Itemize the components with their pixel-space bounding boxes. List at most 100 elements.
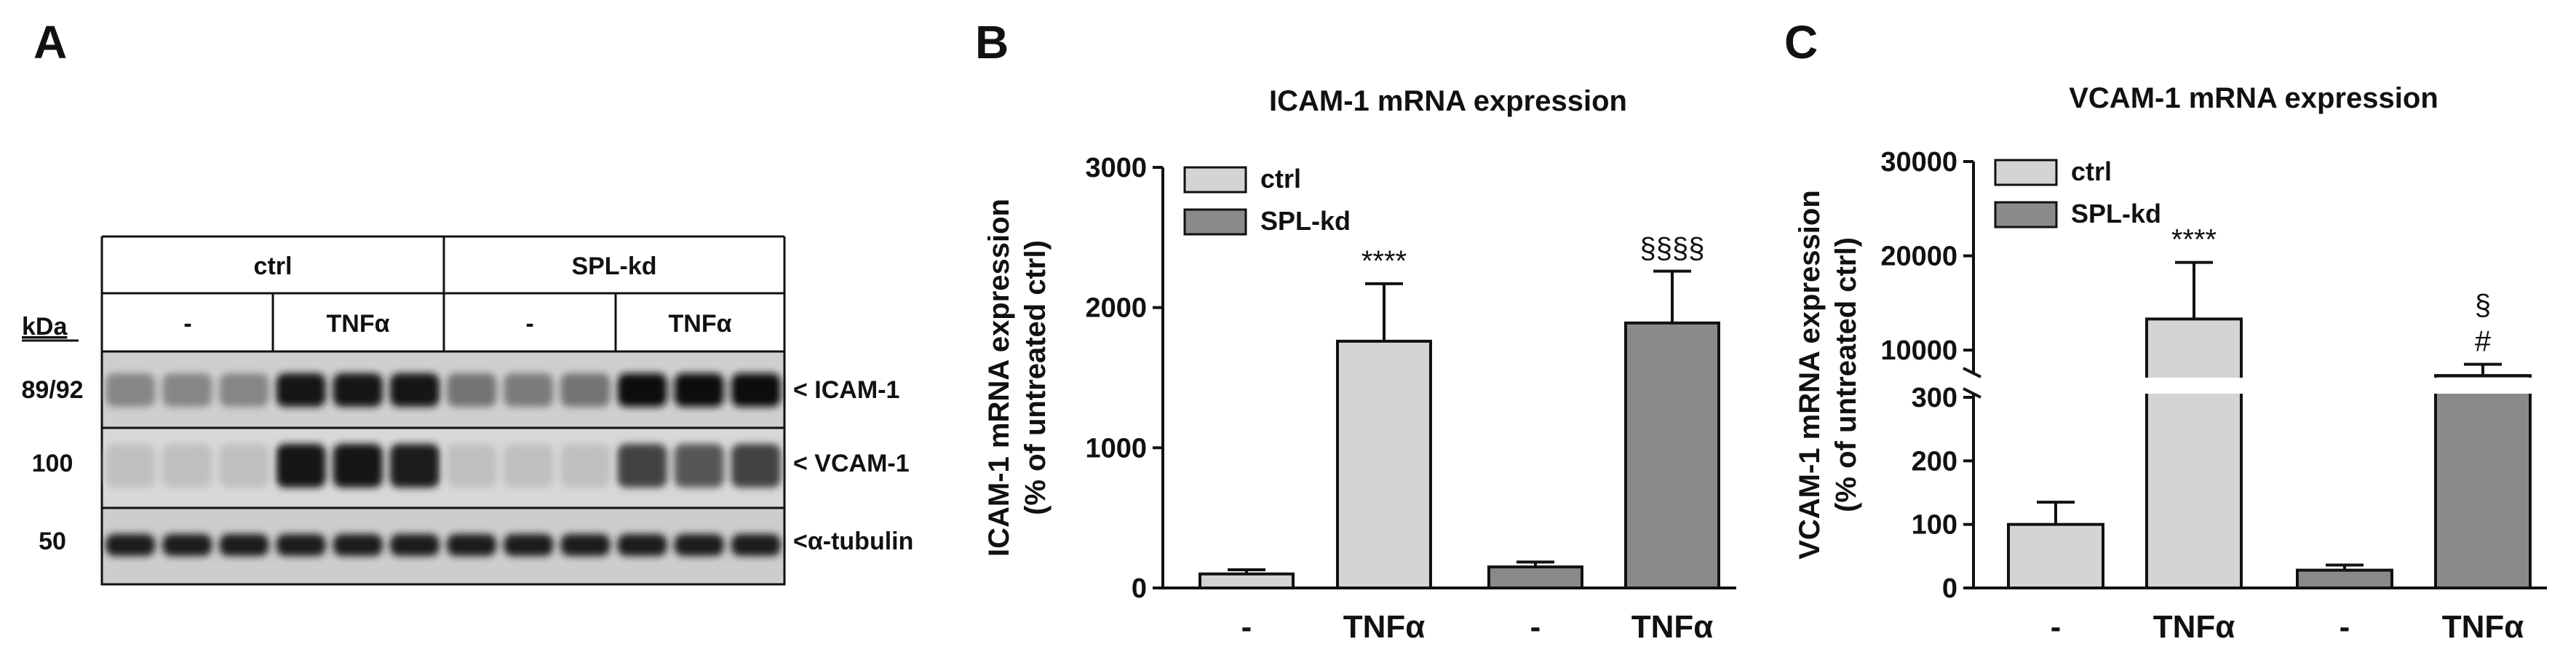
blot-band <box>504 444 554 488</box>
blot-band <box>447 534 497 556</box>
axis-break-mark <box>1963 367 1981 378</box>
blot-band <box>617 444 667 488</box>
y-axis-label-line-2: (% of untreated ctrl) <box>1019 240 1052 515</box>
blot-kda-row-1: 89/92 <box>21 376 83 404</box>
bar <box>1336 339 1432 589</box>
blot-band <box>674 444 724 488</box>
y-axis-label-line-1: VCAM-1 mRNA expression <box>1794 190 1826 560</box>
bar <box>2145 317 2243 589</box>
category-label: TNFα <box>2153 609 2235 645</box>
blot-band <box>560 444 611 488</box>
blot-protein-icam1: < ICAM-1 <box>793 376 899 404</box>
y-tick-label: 0 <box>1132 573 1147 604</box>
blot-band <box>504 373 554 407</box>
legend-swatch <box>1183 208 1247 236</box>
blot-band <box>389 444 440 488</box>
y-tick-label: 200 <box>1912 446 1957 477</box>
blot-band <box>504 534 554 556</box>
y-tick-label: 0 <box>1942 573 1957 604</box>
blot-band <box>106 444 156 488</box>
blot-band <box>219 444 269 488</box>
legend-entry: ctrl <box>2071 156 2112 186</box>
blot-treatment-3: - <box>525 310 533 338</box>
blot-band <box>731 373 781 407</box>
legend-swatch <box>1994 201 2058 228</box>
bar <box>2434 374 2532 589</box>
blot-band <box>447 444 497 488</box>
chart-b: 0 1000 2000 3000 - TNFα **** - TNFα §§§§ ctrl SPL-k… <box>983 153 1736 645</box>
blot-band <box>617 534 667 556</box>
axis-break-mark <box>1963 387 1981 399</box>
blot-kda-row-3: 50 <box>39 528 66 555</box>
blot-group-ctrl: ctrl <box>254 253 293 280</box>
blot-protein-tubulin: <α-tubulin <box>793 528 913 555</box>
blot-band <box>276 444 326 488</box>
blot-band <box>560 373 611 407</box>
category-label: TNFα <box>2442 609 2524 645</box>
y-axis-title: ICAM-1 mRNA expression (% of untreated ct… <box>983 199 1052 557</box>
y-tick-label: 30000 <box>1880 147 1957 178</box>
significance-label: **** <box>2171 224 2217 256</box>
legend-entry: ctrl <box>1260 164 1301 194</box>
significance-label: # <box>2475 326 2492 358</box>
blot-kda-row-2: 100 <box>32 450 73 477</box>
blot-band <box>219 534 269 556</box>
significance-label: **** <box>1361 245 1407 277</box>
y-axis-label-line-2: (% of untreated ctrl) <box>1830 237 1862 512</box>
blot-band <box>276 373 326 407</box>
blot-band <box>560 534 611 556</box>
panel-b-letter: B <box>975 16 1009 68</box>
blot-strip-tubulin <box>100 506 786 586</box>
chart-c-title: VCAM-1 mRNA expression <box>2069 82 2438 114</box>
blot-band <box>162 373 212 407</box>
y-tick-label: 1000 <box>1085 433 1147 464</box>
bar <box>1487 565 1583 589</box>
blot-band <box>276 534 326 556</box>
blot-strip-icam1 <box>100 350 786 429</box>
blot-band <box>106 534 156 556</box>
blot-band <box>674 373 724 407</box>
significance-label: § <box>2475 290 2491 322</box>
blot-band <box>389 534 440 556</box>
y-tick-label: 100 <box>1912 510 1957 541</box>
y-tick-label: 20000 <box>1880 242 1957 272</box>
legend-swatch <box>1183 166 1247 194</box>
blot-band <box>731 444 781 488</box>
blot-strip-vcam1 <box>100 426 786 509</box>
bar <box>1624 321 1720 589</box>
y-axis-label-line-1: ICAM-1 mRNA expression <box>983 199 1015 557</box>
significance-label: §§§§ <box>1640 233 1705 265</box>
legend-entry: SPL-kd <box>1260 206 1351 236</box>
blot-band <box>617 373 667 407</box>
y-tick-label: 300 <box>1912 383 1957 413</box>
blot-protein-vcam1: < VCAM-1 <box>793 450 910 477</box>
axis-break-gap <box>1976 378 2550 394</box>
category-label: - <box>2051 609 2062 645</box>
blot-band <box>106 373 156 407</box>
blot-band <box>447 373 497 407</box>
y-tick-label: 10000 <box>1880 335 1957 366</box>
category-label: - <box>1241 609 1252 645</box>
y-axis-title: VCAM-1 mRNA expression (% of untreated ct… <box>1794 190 1862 560</box>
legend-entry: SPL-kd <box>2071 199 2161 228</box>
category-label: TNFα <box>1631 609 1714 645</box>
category-label: TNFα <box>1343 609 1426 645</box>
blot-treatment-2: TNFα <box>327 310 390 338</box>
blot-treatment-4: TNFα <box>669 310 732 338</box>
y-tick-label: 2000 <box>1085 293 1147 324</box>
blot-band <box>674 534 724 556</box>
blot-band <box>162 444 212 488</box>
blot-treatment-1: - <box>183 310 191 338</box>
panel-a-letter: A <box>33 16 67 68</box>
blot-band <box>731 534 781 556</box>
y-tick-label: 3000 <box>1085 153 1147 183</box>
panel-c-letter: C <box>1784 16 1818 68</box>
bar <box>2296 568 2393 590</box>
blot-band <box>219 373 269 407</box>
blot-band <box>333 444 383 488</box>
blot-band <box>333 373 383 407</box>
blot-header: ctrl SPL-kd - TNFα - TNFα <box>100 235 786 351</box>
bar <box>1198 572 1295 590</box>
bar <box>2007 522 2104 590</box>
